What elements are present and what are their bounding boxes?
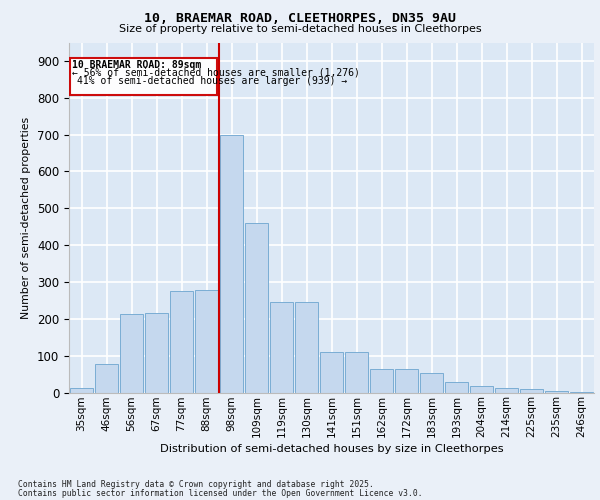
Bar [170,291,193,392]
Y-axis label: Number of semi-detached properties: Number of semi-detached properties [22,116,31,318]
Bar [445,382,469,392]
Text: 10, BRAEMAR ROAD, CLEETHORPES, DN35 9AU: 10, BRAEMAR ROAD, CLEETHORPES, DN35 9AU [144,12,456,26]
Bar [119,314,143,392]
Bar [95,364,118,392]
Bar [395,368,418,392]
Text: 41% of semi-detached houses are larger (939) →: 41% of semi-detached houses are larger (… [77,76,347,86]
Bar [269,302,293,392]
Bar [344,352,368,393]
Bar [245,223,268,392]
Text: Size of property relative to semi-detached houses in Cleethorpes: Size of property relative to semi-detach… [119,24,481,34]
Bar [520,389,544,392]
Bar [470,386,493,392]
Bar [370,368,394,392]
Bar [70,388,94,392]
Bar [295,302,319,392]
X-axis label: Distribution of semi-detached houses by size in Cleethorpes: Distribution of semi-detached houses by … [160,444,503,454]
Text: Contains HM Land Registry data © Crown copyright and database right 2025.: Contains HM Land Registry data © Crown c… [18,480,374,489]
Bar [494,388,518,392]
Text: 10 BRAEMAR ROAD: 89sqm: 10 BRAEMAR ROAD: 89sqm [72,60,202,70]
Text: ← 56% of semi-detached houses are smaller (1,276): ← 56% of semi-detached houses are smalle… [72,68,360,78]
Text: Contains public sector information licensed under the Open Government Licence v3: Contains public sector information licen… [18,488,422,498]
Bar [194,290,218,392]
Bar [320,352,343,393]
Bar [70,58,217,95]
Bar [220,134,244,392]
Bar [419,374,443,392]
Bar [545,390,568,392]
Bar [145,314,169,392]
